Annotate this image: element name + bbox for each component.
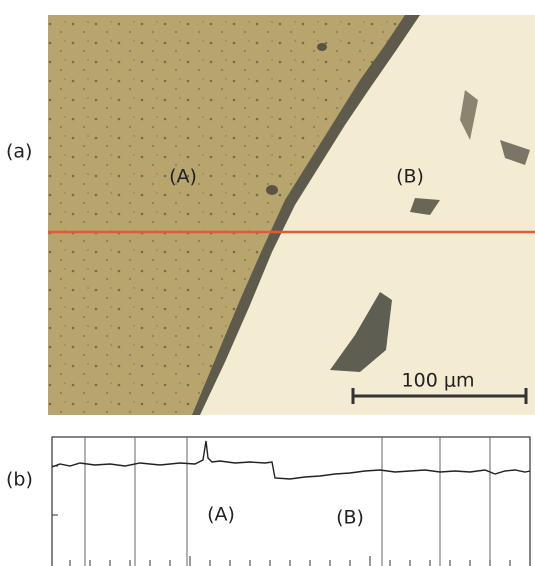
scale-bar-label: 100 μm [402, 370, 475, 392]
pore [317, 43, 327, 51]
region-label: (A) [207, 504, 235, 526]
region-label: (B) [336, 507, 364, 529]
region-label: (B) [396, 166, 424, 188]
pore [266, 185, 278, 195]
region-label: (A) [169, 166, 197, 188]
micrograph: (A) (B) 100 μm [48, 15, 535, 415]
figure: (A) (B) 100 μm (a) (b) (A) (B) [0, 0, 535, 566]
profile-plot: (A) (B) [52, 437, 530, 566]
plot-frame [52, 437, 530, 566]
panel-label: (a) [6, 141, 32, 163]
panel-label: (b) [6, 469, 33, 491]
